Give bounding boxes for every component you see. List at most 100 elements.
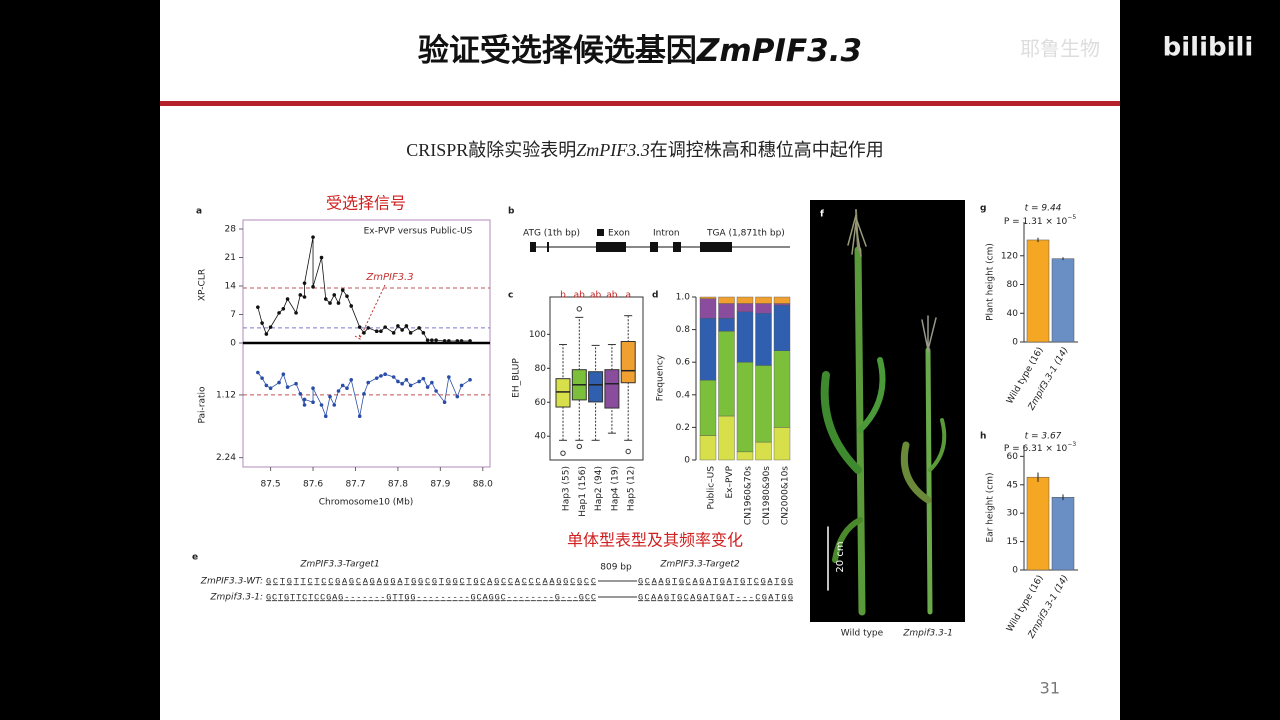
point [260,376,264,380]
point [336,301,341,305]
point [277,380,281,385]
annotation: 受选择信号 [326,194,406,213]
box [604,369,620,409]
point [281,372,286,377]
axis-title: Chromosome10 (Mb) [319,498,414,508]
point [362,331,366,335]
outlier [560,450,566,456]
point [425,338,430,342]
x-tick-label: 87.9 [430,480,450,490]
point [459,339,464,343]
bar-segment [755,441,772,461]
x-tick-label: Hap2 (94) [594,466,604,511]
point [323,297,328,301]
bar-segment [699,317,717,381]
point [340,288,345,292]
photo-caption: Zmpif3.3-1 [902,629,953,639]
gene-arrow [354,284,386,340]
bar-segment [773,427,791,461]
panel-label: g [980,204,986,214]
sequence: GCTGTTCTCCGAG-------GTTGG---------GCAGGC… [266,592,596,602]
y-tick-label: 0.6 [676,358,691,368]
point [379,329,383,333]
panel-label: d [652,291,658,301]
point [302,403,307,407]
point [455,339,460,343]
y-tick-label: 80 [1007,280,1019,290]
p-text: P = 6.31 × 10 [1004,444,1068,454]
bar-segment [755,365,772,443]
gene-end: TGA (1,871th bp) [706,229,785,239]
bar-segment [718,415,735,461]
exon [673,242,681,252]
point [366,326,370,330]
bar [1051,258,1075,343]
x-tick-label: 87.8 [388,480,408,490]
bar-segment [755,313,772,366]
bar-segment [773,304,791,351]
point [336,389,341,393]
point [421,331,426,335]
gene-label: ZmPIF3.3 [365,272,413,283]
page-number: 31 [1040,679,1060,698]
point [268,325,273,329]
sequence: GCAAGTGCAGATGATGTCGATGG [638,576,793,586]
point [374,376,379,380]
x-tick-label: 87.5 [261,480,281,490]
point [455,394,460,399]
point [408,383,413,388]
point [328,301,332,305]
axis-title: XP-CLR [198,269,208,301]
target-label: ZmPIF3.3-Target1 [299,560,379,570]
point [400,381,404,386]
point [430,380,434,385]
point [319,255,324,260]
point [421,376,426,381]
y-tick-label: 15 [1007,537,1018,547]
point [434,389,438,393]
point [332,293,337,297]
bar-segment [736,451,754,461]
bar-segment [699,379,717,436]
point [294,381,298,386]
bar-segment [736,311,754,363]
point [302,281,307,285]
point [349,304,354,308]
bar-segment [736,296,754,304]
box [620,340,636,384]
y-tick-label: 0.4 [676,390,691,400]
y-tick-label: 45 [1007,480,1018,490]
point [468,339,472,343]
box [555,378,571,408]
bar-segment [773,350,791,428]
point [277,311,281,315]
point [285,385,290,389]
y-tick-label: 60 [1007,452,1019,462]
x-tick-label: Hap3 (55) [562,466,572,511]
point [298,293,303,297]
bar-segment [699,298,717,319]
bar-segment [718,317,735,332]
panel-label: c [508,291,513,301]
point [404,378,409,382]
x-tick-label: CN1960&70s [744,466,754,525]
gap-label: 809 bp [600,563,632,573]
y-tick-label: 28 [225,225,237,235]
row-name: Zmpif3.3-1: [209,593,263,603]
point [404,324,409,328]
point [311,386,315,391]
point [332,403,337,407]
point [340,383,345,388]
point [400,328,404,332]
point [417,326,421,330]
x-tick-label: Public–US [707,466,717,510]
y-tick-label: 0 [230,339,236,349]
point [383,372,387,377]
x-tick-label: CN2000&10s [781,466,791,525]
x-tick-label: Ex–PVP [725,465,735,498]
bar-segment [755,296,772,304]
point [417,379,421,384]
y-tick-label: 21 [225,253,236,263]
legend: Ex-PVP versus Public-US [364,227,473,237]
title-gene: ZmPIF3.3 [696,33,862,69]
